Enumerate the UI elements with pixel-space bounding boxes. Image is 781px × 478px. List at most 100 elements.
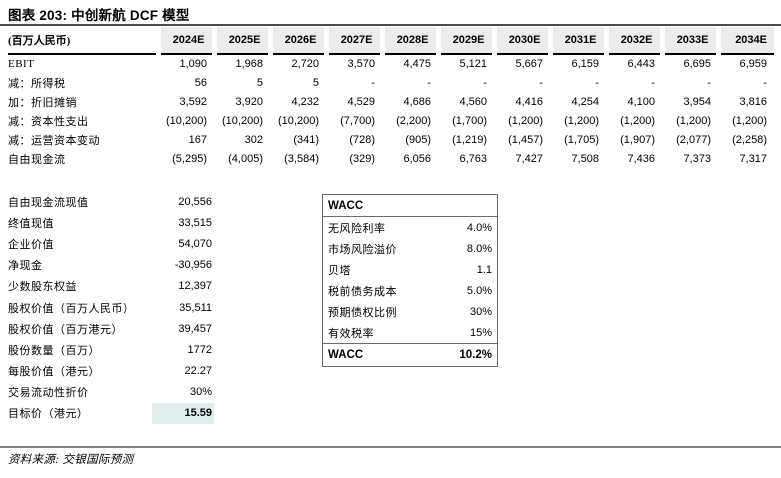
year-column-header: 2025E (211, 27, 270, 54)
cell-value: 5,121 (459, 58, 487, 70)
cell-value: - (371, 76, 375, 89)
cell-value: 7,436 (627, 152, 655, 165)
cell-value: 302 (244, 133, 263, 146)
cell-value: - (651, 76, 655, 89)
wacc-row: 无风险利率 4.0% (323, 217, 497, 238)
wacc-box-header: WACC (323, 195, 497, 217)
valuation-row: 终值现值 33,515 (8, 212, 214, 233)
year-column-header: 2028E (379, 27, 438, 54)
table-row: 减：所得税 56 5 5 - - - - - - - - (8, 73, 774, 92)
valuation-label: 净现金 (8, 260, 43, 273)
valuation-label: 企业价值 (8, 238, 54, 251)
wacc-row: 预期债权比例 30% (323, 301, 497, 322)
wacc-param-value: 1.1 (476, 263, 492, 276)
cell-value: (341) (293, 133, 319, 146)
cell-value: (3,584) (284, 152, 319, 165)
wacc-param-value: 5.0% (466, 284, 492, 297)
unit-header: (百万人民币) (8, 35, 71, 47)
year-column-header: 2024E (155, 27, 214, 54)
cell-value: (1,200) (564, 114, 599, 127)
cell-value: (329) (349, 152, 375, 165)
cell-value: (1,200) (508, 114, 543, 127)
valuation-label: 每股价值（港元） (8, 366, 100, 379)
cell-value: 6,056 (403, 152, 431, 165)
valuation-value: 35,511 (179, 301, 212, 314)
cell-value: 4,560 (459, 95, 487, 108)
wacc-param-value: 4.0% (466, 221, 492, 234)
valuation-row: 目标价（港元） 15.59 (8, 402, 214, 425)
cell-value: (10,200) (166, 114, 207, 127)
wacc-param-value: 8.0% (466, 242, 492, 255)
cell-value: 4,686 (403, 95, 431, 108)
table-row: 自由现金流 (5,295) (4,005) (3,584) (329) 6,05… (8, 149, 774, 168)
cell-value: 56 (194, 76, 207, 89)
valuation-row: 少数股东权益 12,397 (8, 276, 214, 297)
cell-value: (905) (405, 133, 431, 146)
valuation-value: -30,956 (174, 259, 212, 272)
cell-value: (1,200) (676, 114, 711, 127)
valuation-label: 目标价（港元） (8, 408, 89, 421)
valuation-row: 自由现金流现值 20,556 (8, 191, 214, 212)
wacc-row: 市场风险溢价 8.0% (323, 238, 497, 259)
cell-value: 3,570 (347, 58, 375, 70)
cell-value: 6,695 (683, 58, 711, 70)
dcf-forecast-table: (百万人民币) 2024E 2025E 2026E 2027E 2028E 20… (8, 27, 774, 168)
valuation-row: 每股价值（港元） 22.27 (8, 361, 214, 382)
year-column-header: 2027E (323, 27, 382, 54)
table-row: 减：资本性支出 (10,200) (10,200) (10,200) (7,70… (8, 111, 774, 130)
valuation-body: 自由现金流现值 20,556 终值现值 33,515 企业价值 54,070 净… (8, 191, 214, 425)
valuation-label: 交易流动性折价 (8, 387, 89, 400)
cell-value: 3,954 (683, 95, 711, 108)
valuation-row: 股权价值（百万港元） 39,457 (8, 318, 214, 339)
cell-value: - (427, 76, 431, 89)
row-label: 加：折旧摊销 (8, 96, 77, 109)
cell-value: 5 (256, 76, 263, 89)
valuation-row: 交易流动性折价 30% (8, 382, 214, 403)
valuation-value: 39,457 (178, 322, 212, 335)
wacc-param-label: 税前债务成本 (328, 285, 397, 298)
valuation-label: 股权价值（百万港元） (8, 323, 123, 336)
year-column-header: 2029E (435, 27, 494, 54)
wacc-result-value: 10.2% (459, 349, 492, 361)
row-label: 自由现金流 (8, 153, 66, 166)
wacc-param-value: 15% (469, 326, 492, 339)
cell-value: 2,720 (291, 58, 319, 70)
cell-value: (2,077) (676, 133, 711, 146)
cell-value: - (539, 76, 543, 89)
cell-value: (1,700) (452, 114, 487, 127)
cell-value: (1,200) (732, 114, 767, 127)
cell-value: 6,763 (459, 152, 487, 165)
valuation-label: 少数股东权益 (8, 281, 77, 294)
cell-value: 5,667 (515, 58, 543, 70)
valuation-value: 12,397 (178, 280, 212, 293)
wacc-assumptions-box: WACC 无风险利率 4.0% 市场风险溢价 8.0% 贝塔 1.1 税前债务成… (322, 194, 498, 367)
cell-value: 7,373 (683, 152, 711, 165)
wacc-param-label: 无风险利率 (328, 222, 386, 235)
wacc-param-value: 30% (469, 305, 492, 318)
wacc-result-label: WACC (328, 349, 364, 361)
year-column-header: 2033E (659, 27, 718, 54)
cell-value: (1,705) (564, 133, 599, 146)
cell-value: 4,254 (571, 95, 599, 108)
table-row: 减：运营资本变动 167 302 (341) (728) (905) (1,21… (8, 130, 774, 149)
valuation-row: 股权价值（百万人民币） 35,511 (8, 297, 214, 318)
wacc-row: 有效税率 15% (323, 322, 497, 343)
valuation-label: 股权价值（百万人民币） (8, 302, 135, 315)
cell-value: 6,443 (627, 58, 655, 70)
wacc-result-row: WACC 10.2% (323, 343, 497, 366)
year-header-row: (百万人民币) 2024E 2025E 2026E 2027E 2028E 20… (8, 27, 774, 54)
year-column-header: 2032E (603, 27, 662, 54)
row-label: 减：运营资本变动 (8, 134, 100, 147)
cell-value: (1,200) (620, 114, 655, 127)
cell-value: - (763, 76, 767, 89)
wacc-param-label: 有效税率 (328, 327, 374, 340)
valuation-value: 30% (189, 386, 212, 399)
cell-value: 3,920 (235, 95, 263, 108)
title-divider (0, 24, 781, 26)
valuation-value: 15.59 (152, 402, 214, 425)
cell-value: (2,200) (396, 114, 431, 127)
table-row: 加：折旧摊销 3,592 3,920 4,232 4,529 4,686 4,5… (8, 92, 774, 111)
row-label: 减：所得税 (8, 77, 66, 90)
year-column-header: 2026E (267, 27, 326, 54)
cell-value: (10,200) (278, 114, 319, 127)
